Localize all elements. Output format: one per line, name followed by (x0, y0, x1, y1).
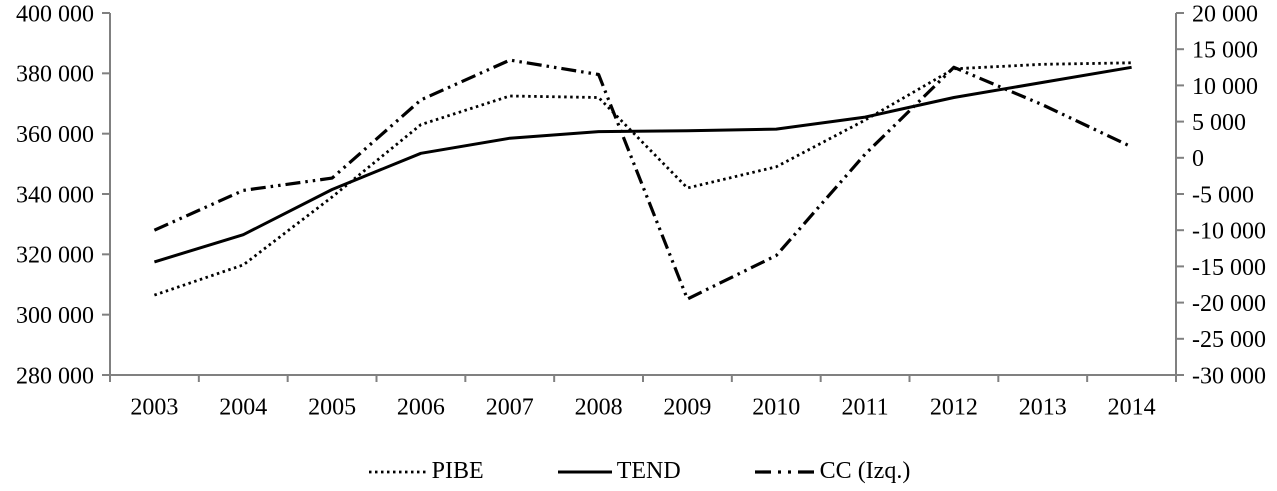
x-axis-label: 2008 (575, 394, 623, 420)
legend-label-pibe: PIBE (431, 458, 484, 484)
x-axis-label: 2007 (486, 394, 534, 420)
series-line-pibe (153, 61, 1132, 297)
x-axis-label: 2004 (219, 394, 267, 420)
x-axis-label: 2014 (1108, 394, 1156, 420)
right-axis-tick-label: -5 000 (1192, 182, 1254, 208)
axis-frame (109, 13, 1177, 376)
x-axis-label: 2006 (397, 394, 445, 420)
right-axis-tick-label: 5 000 (1192, 110, 1246, 136)
pibe-dotted-line-icon (368, 470, 427, 473)
x-axis-label: 2011 (842, 394, 889, 420)
chart-plot-area: 400 000 380 000 360 000 340 000 320 000 300 0… (16, 1, 1266, 420)
legend-label-cc: CC (Izq.) (819, 458, 911, 484)
legend-item-pibe: PIBE (367, 458, 484, 485)
cc-dash-dot-dot-line-icon (754, 469, 815, 474)
right-axis-tick-label: 10 000 (1192, 74, 1258, 100)
x-axis-label: 2003 (130, 394, 178, 420)
right-axis-tick-label: 15 000 (1192, 38, 1258, 64)
legend-item-cc: CC (Izq.) (753, 458, 911, 485)
left-axis-tick-label: 400 000 (16, 1, 94, 27)
right-axis-tick-label: -20 000 (1192, 291, 1266, 317)
series-line-tend (153, 65, 1132, 264)
x-axis-label: 2009 (663, 394, 711, 420)
left-axis-tick-label: 320 000 (16, 243, 94, 269)
x-axis-label: 2013 (1019, 394, 1067, 420)
legend-item-tend: TEND (556, 458, 681, 485)
right-axis-tick-label: -25 000 (1192, 327, 1266, 353)
tend-solid-line-icon (557, 470, 612, 473)
series-line-cc-izq (153, 58, 1133, 301)
right-axis-tick-label: -30 000 (1192, 363, 1266, 389)
left-axis-tick-label: 300 000 (16, 303, 94, 329)
left-axis-tick-label: 280 000 (16, 363, 94, 389)
right-axis-tick-label: 20 000 (1192, 1, 1258, 27)
right-axis-tick-label: -15 000 (1192, 255, 1266, 281)
left-axis-tick-label: 340 000 (16, 182, 94, 208)
left-axis-tick-label: 360 000 (16, 122, 94, 148)
right-axis-tick-label: 0 (1192, 146, 1204, 172)
legend: PIBE TEND CC (Izq.) (0, 458, 1277, 485)
x-axis-label: 2010 (752, 394, 800, 420)
x-axis-label: 2005 (308, 394, 356, 420)
legend-label-tend: TEND (616, 458, 681, 484)
x-axis-label: 2012 (930, 394, 978, 420)
left-axis-tick-label: 380 000 (16, 62, 94, 88)
right-axis-tick-label: -10 000 (1192, 219, 1266, 245)
